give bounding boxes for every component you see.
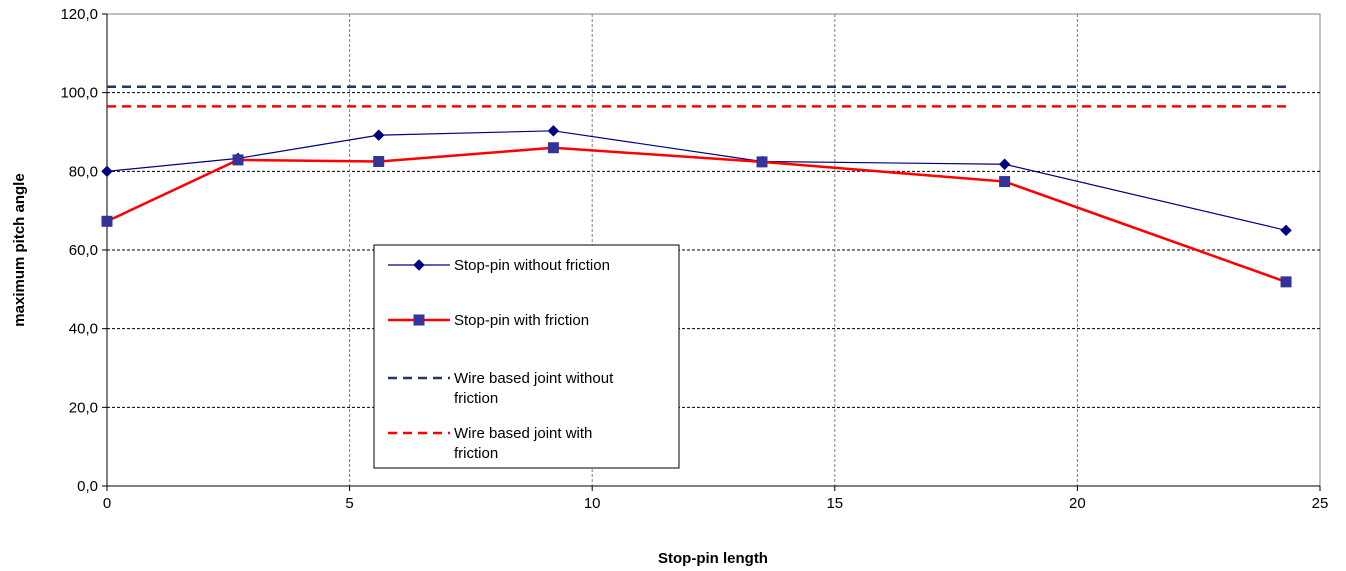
data-point	[101, 165, 113, 178]
y-tick-label: 120,0	[60, 6, 98, 23]
y-axis-title: maximum pitch angle	[11, 173, 28, 326]
x-tick-label: 20	[1069, 495, 1086, 512]
data-point	[373, 129, 385, 141]
legend-label: Stop-pin with friction	[454, 312, 589, 329]
y-tick-label: 0,0	[77, 478, 98, 495]
series-2	[101, 142, 1292, 288]
series-group	[101, 85, 1292, 288]
x-tick-label: 0	[103, 495, 111, 512]
legend-label: Stop-pin without friction	[454, 257, 610, 274]
x-tick-label: 15	[826, 495, 843, 512]
legend-item: Stop-pin without friction	[388, 257, 610, 274]
data-point	[998, 158, 1011, 170]
x-axis-title: Stop-pin length	[658, 550, 768, 567]
data-point	[756, 156, 768, 168]
data-point	[547, 142, 559, 154]
data-point	[232, 154, 244, 166]
data-point	[373, 156, 385, 167]
y-tick-label: 100,0	[60, 85, 98, 102]
x-tick-label: 10	[584, 495, 601, 512]
x-tick-label: 25	[1312, 495, 1329, 512]
y-tick-label: 80,0	[69, 163, 98, 180]
x-tick-label: 5	[345, 495, 353, 512]
legend-marker	[413, 314, 425, 326]
y-tick-label: 20,0	[69, 399, 98, 416]
y-tick-label: 40,0	[69, 321, 98, 338]
legend-item: Wire based joint without friction	[388, 370, 614, 407]
legend-label: Wire based joint without	[454, 370, 614, 387]
legend-item: Stop-pin with friction	[388, 312, 589, 329]
data-point	[101, 215, 113, 227]
data-point	[1280, 276, 1292, 288]
legend-item: Wire based joint with friction	[388, 425, 592, 462]
data-point	[547, 125, 560, 137]
y-tick-label: 60,0	[69, 242, 98, 259]
legend-marker	[413, 259, 425, 271]
legend-box	[373, 244, 680, 469]
legend-label: Wire based joint with	[454, 425, 592, 442]
axes: 0,0 20,0 40,0 60,0 80,0 100,0 120,0 0 5 10 15 20 25	[60, 6, 1328, 512]
legend-label: friction	[454, 390, 498, 407]
legend: Stop-pin without friction Stop-pin with f…	[373, 244, 680, 469]
data-point	[999, 176, 1011, 188]
legend-label: friction	[454, 445, 498, 462]
data-point	[1280, 224, 1292, 237]
